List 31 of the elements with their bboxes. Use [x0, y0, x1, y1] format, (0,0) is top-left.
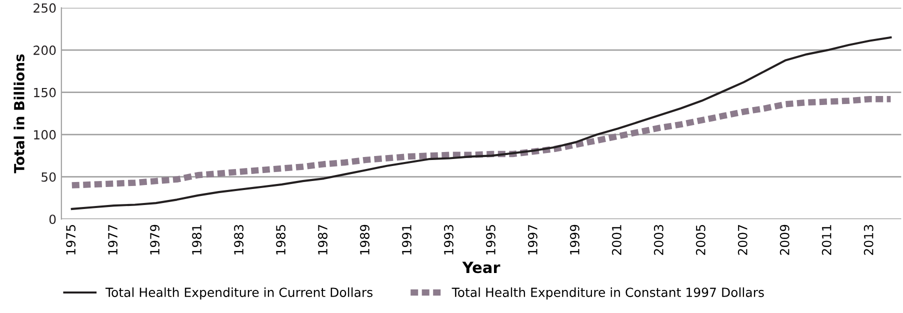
x-tick-label: 2001	[612, 225, 622, 255]
x-tick-label: 1983	[234, 224, 244, 254]
x-tick-label: 1997	[528, 225, 538, 254]
x-tick-label: 1991	[402, 225, 412, 254]
x-axis-title: Year	[462, 262, 500, 274]
x-tick-label: 2013	[864, 224, 874, 255]
legend-label: Total Health Expenditure in Current Dollars	[105, 287, 372, 300]
x-tick-label: 2009	[780, 224, 790, 255]
x-tick-label: 2005	[696, 225, 706, 255]
legend-label: Total Health Expenditure in Constant 1997 Dollars	[452, 287, 764, 300]
y-tick-label: 250	[34, 3, 56, 13]
x-tick-label: 2007	[738, 225, 748, 255]
x-tick-label: 2011	[822, 225, 832, 255]
x-tick-label: 2003	[654, 224, 664, 255]
y-tick-label: 150	[34, 88, 56, 98]
y-tick-label: 200	[34, 46, 56, 56]
line-series	[70, 36, 892, 210]
x-tick-label: 1985	[276, 225, 286, 254]
y-tick-label: 50	[42, 172, 56, 182]
x-tick-label: 1989	[360, 224, 370, 254]
x-tick-label: 1993	[444, 224, 454, 254]
x-tick-label: 1981	[192, 225, 202, 254]
x-tick-label: 1975	[66, 225, 76, 254]
x-tick-label: 1995	[486, 225, 496, 254]
x-tick-label: 1979	[150, 224, 160, 254]
x-tick-label: 1999	[570, 224, 580, 254]
x-tick-label: 1977	[108, 225, 118, 254]
x-tick-label: 1987	[318, 225, 328, 254]
y-axis-title: Total in Billions	[14, 54, 24, 174]
y-tick-label: 100	[34, 130, 56, 140]
y-tick-label: 0	[49, 214, 56, 224]
